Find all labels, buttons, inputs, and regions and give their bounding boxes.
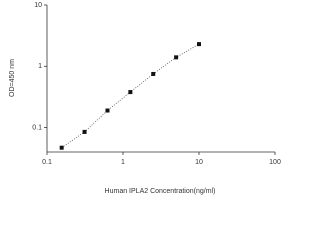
data-point (174, 55, 179, 60)
y-tick-label: 0.1 (32, 124, 42, 131)
background (0, 0, 300, 200)
y-tick-label: 1 (38, 63, 42, 70)
x-tick-label: 100 (269, 159, 281, 166)
data-point (105, 108, 110, 113)
data-point (197, 42, 201, 47)
y-axis-label: OD=450 nm (9, 59, 16, 97)
data-point (82, 129, 87, 134)
x-tick-label: 1 (121, 159, 125, 166)
data-point (151, 71, 156, 76)
x-axis-label: Human IPLA2 Concentration(ng/ml) (105, 188, 216, 195)
chart: Human IPLA2 Concentration(ng/ml) OD=450 … (0, 0, 300, 200)
data-point (59, 145, 64, 150)
data-point (128, 90, 133, 95)
x-tick-label: 10 (195, 159, 203, 166)
x-tick-label: 0.1 (42, 159, 52, 166)
y-tick-label: 10 (34, 2, 42, 9)
